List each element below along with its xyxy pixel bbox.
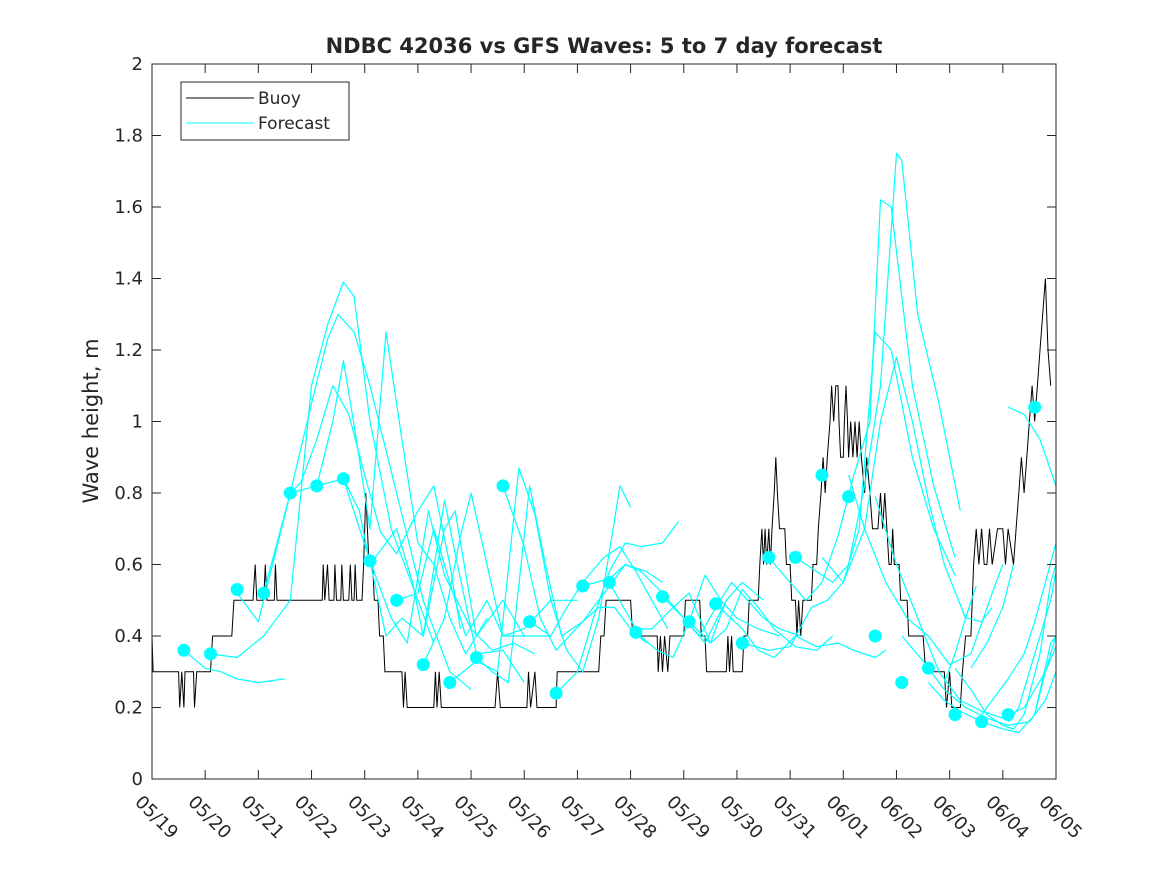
forecast-line bbox=[1034, 635, 1057, 715]
forecast-marker bbox=[629, 625, 643, 639]
forecast-line bbox=[369, 510, 536, 655]
forecast-line bbox=[742, 331, 956, 651]
forecast-marker bbox=[576, 579, 590, 593]
legend: Buoy Forecast bbox=[180, 81, 350, 141]
forecast-marker bbox=[1028, 400, 1042, 414]
forecast-line bbox=[981, 542, 1057, 715]
forecast-line bbox=[635, 574, 780, 659]
y-tick-label: 1.6 bbox=[114, 197, 143, 218]
forecast-line bbox=[874, 496, 1057, 719]
forecast-marker bbox=[204, 647, 217, 661]
forecast-line bbox=[848, 474, 1004, 666]
forecast-marker bbox=[496, 479, 510, 493]
forecast-line bbox=[396, 528, 551, 637]
forecast-marker bbox=[283, 486, 297, 500]
forecast-line bbox=[970, 564, 1015, 669]
forecast-marker bbox=[815, 468, 829, 482]
forecast-line bbox=[316, 478, 525, 637]
forecast-marker bbox=[363, 554, 377, 568]
y-tick-label: 2 bbox=[132, 54, 143, 75]
forecast-line bbox=[502, 485, 663, 651]
forecast-marker bbox=[762, 550, 776, 564]
y-tick-label: 1 bbox=[132, 412, 143, 433]
chart-title: NDBC 42036 vs GFS Waves: 5 to 7 day fore… bbox=[326, 34, 883, 58]
forecast-marker bbox=[709, 597, 723, 611]
forecast-marker bbox=[230, 583, 244, 596]
legend-forecast-label: Forecast bbox=[258, 114, 330, 134]
forecast-line bbox=[422, 492, 578, 665]
forecast-line bbox=[821, 356, 993, 623]
forecast-line bbox=[954, 564, 1057, 730]
forecast-marker bbox=[310, 479, 324, 493]
forecast-line bbox=[263, 385, 461, 629]
forecast-line bbox=[555, 521, 679, 694]
y-tick-label: 0.4 bbox=[114, 626, 143, 647]
forecast-marker bbox=[682, 615, 696, 629]
forecast-marker bbox=[735, 636, 749, 650]
forecast-marker bbox=[656, 590, 669, 604]
legend-box bbox=[180, 81, 350, 141]
forecast-line bbox=[1007, 406, 1057, 487]
forecast-marker bbox=[842, 490, 856, 504]
forecast-marker bbox=[602, 575, 616, 589]
y-axis-label: Wave height, m bbox=[79, 338, 103, 503]
forecast-marker bbox=[177, 643, 191, 657]
forecast-line bbox=[1007, 571, 1057, 723]
forecast-line bbox=[715, 603, 887, 659]
forecast-line bbox=[449, 467, 632, 683]
y-tick-label: 1.8 bbox=[114, 126, 143, 147]
forecast-line bbox=[795, 152, 961, 584]
buoy-line bbox=[151, 278, 1052, 708]
y-tick-label: 0.8 bbox=[114, 483, 143, 504]
forecast-marker bbox=[921, 661, 935, 675]
forecast-marker bbox=[390, 593, 404, 607]
forecast-marker bbox=[469, 651, 483, 664]
forecast-marker bbox=[523, 615, 537, 629]
forecast-marker bbox=[549, 686, 563, 700]
forecast-marker bbox=[788, 550, 802, 564]
forecast-line bbox=[529, 545, 669, 637]
forecast-marker bbox=[336, 472, 350, 486]
y-tick-label: 0 bbox=[132, 769, 143, 790]
forecast-line bbox=[768, 199, 956, 601]
forecast-marker bbox=[257, 586, 271, 600]
forecast-marker bbox=[975, 715, 989, 729]
forecast-line bbox=[582, 563, 727, 644]
forecast-line bbox=[290, 331, 488, 655]
forecast-line bbox=[927, 635, 1057, 734]
forecast-marker bbox=[416, 658, 430, 672]
forecast-marker bbox=[868, 629, 882, 643]
legend-buoy-label: Buoy bbox=[258, 89, 301, 109]
forecast-marker bbox=[948, 708, 962, 722]
series-layer bbox=[151, 152, 1057, 734]
forecast-line bbox=[342, 478, 525, 683]
forecast-line bbox=[943, 585, 977, 683]
y-tick-label: 1.2 bbox=[114, 340, 143, 361]
forecast-line bbox=[210, 281, 435, 659]
forecast-line bbox=[475, 485, 647, 684]
forecast-marker bbox=[443, 676, 457, 689]
forecast-marker bbox=[895, 676, 909, 689]
forecast-marker bbox=[1001, 708, 1015, 722]
forecast-line bbox=[688, 588, 834, 651]
forecast-line bbox=[183, 649, 285, 684]
y-tick-label: 1.4 bbox=[114, 269, 143, 290]
y-tick-label: 0.2 bbox=[114, 698, 143, 719]
marker-layer bbox=[177, 400, 1042, 729]
y-tick-label: 0.6 bbox=[114, 555, 143, 576]
y-axis: 0 0.2 0.4 0.6 0.8 1 1.2 1.4 1.6 1.8 2 bbox=[114, 54, 1056, 790]
